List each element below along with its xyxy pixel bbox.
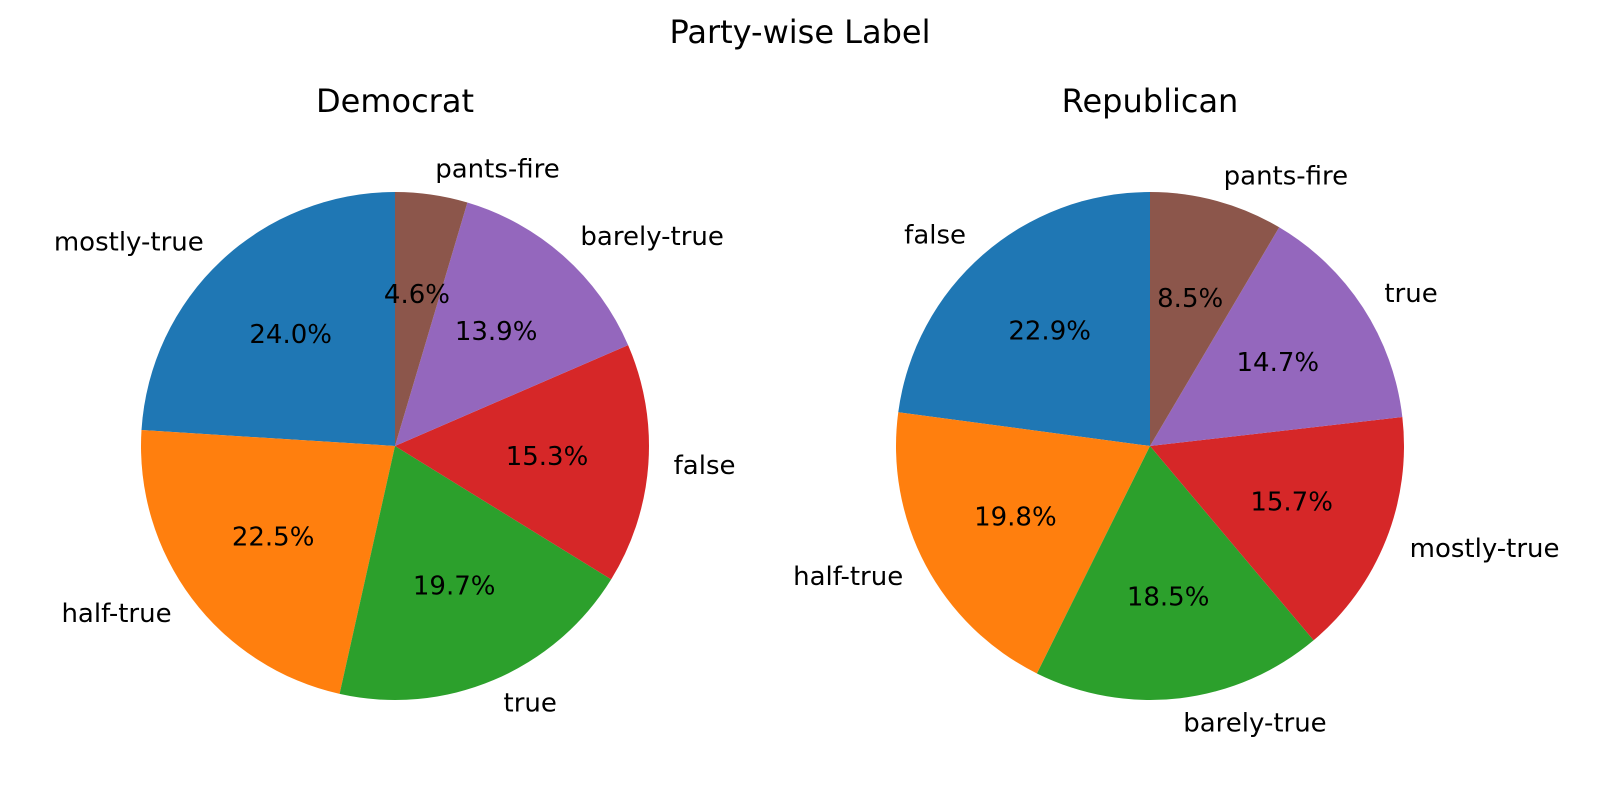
slice-label-barely-true: barely-true <box>580 222 723 252</box>
pie-slice-barely-true <box>1036 446 1314 701</box>
pie-chart-democrat: Democrat mostly-true 24.0% half-true 22.5% t… <box>54 82 736 718</box>
slice-percent-half-true: 19.8% <box>974 502 1057 532</box>
slice-percent-barely-true: 13.9% <box>455 317 538 347</box>
pie-slice-half-true <box>896 412 1150 674</box>
pie-slice-mostly-true <box>1150 416 1404 641</box>
pie-title: Republican <box>1062 82 1239 120</box>
pie-slice-false <box>898 192 1150 446</box>
slice-label-pants-fire: pants-fire <box>1224 161 1349 191</box>
pie-slice-barely-true <box>395 202 629 446</box>
pie-title: Democrat <box>316 82 474 120</box>
slice-percent-mostly-true: 24.0% <box>249 320 332 350</box>
slice-label-half-true: half-true <box>793 562 903 592</box>
slice-percent-false: 15.3% <box>506 442 589 472</box>
pie-slice-true <box>1150 227 1403 446</box>
slice-label-true: true <box>1384 279 1437 309</box>
slice-percent-pants-fire: 8.5% <box>1157 284 1223 314</box>
slice-percent-false: 22.9% <box>1008 316 1091 346</box>
slice-label-barely-true: barely-true <box>1183 708 1326 738</box>
slice-percent-true: 14.7% <box>1237 348 1320 378</box>
slice-label-true: true <box>504 688 557 718</box>
pie-slice-pants-fire <box>1150 192 1280 446</box>
pie-slice-half-true <box>140 430 395 694</box>
slice-percent-half-true: 22.5% <box>232 523 315 553</box>
slice-label-mostly-true: mostly-true <box>54 227 204 257</box>
slice-label-false: false <box>674 451 736 481</box>
slice-percent-mostly-true: 15.7% <box>1250 487 1333 517</box>
slice-label-half-true: half-true <box>61 599 171 629</box>
slice-percent-pants-fire: 4.6% <box>384 280 450 310</box>
pie-slice-mostly-true <box>141 192 395 446</box>
figure-title: Party-wise Label <box>669 13 930 51</box>
slice-percent-barely-true: 18.5% <box>1127 582 1210 612</box>
slice-label-pants-fire: pants-fire <box>435 155 560 185</box>
pie-slice-pants-fire <box>395 192 468 446</box>
slice-label-mostly-true: mostly-true <box>1410 534 1560 564</box>
pie-slice-false <box>395 345 649 580</box>
pie-chart-republican: Republican false 22.9% half-true 19.8% barel… <box>793 82 1559 738</box>
slice-label-false: false <box>904 221 966 251</box>
slice-percent-true: 19.7% <box>413 571 496 601</box>
pie-slice-true <box>339 446 612 700</box>
